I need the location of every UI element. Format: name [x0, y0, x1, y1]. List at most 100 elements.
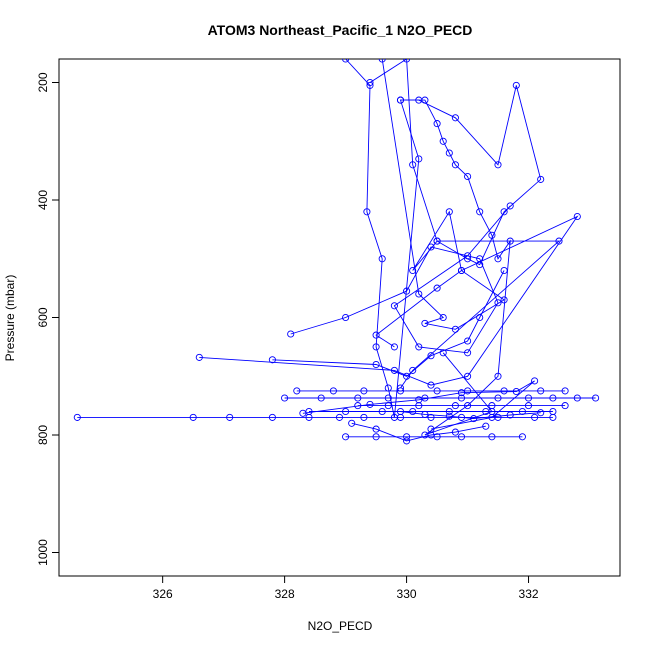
data-point	[561, 402, 569, 410]
data-point	[531, 377, 539, 385]
data-point	[445, 412, 453, 420]
data-point	[427, 425, 435, 433]
data-point	[73, 413, 81, 421]
data-point	[494, 255, 502, 263]
data-point	[488, 402, 496, 410]
data-point	[549, 407, 557, 416]
y-axis-label: Pressure (mbar)	[3, 275, 17, 362]
data-point	[348, 419, 356, 427]
data-point	[518, 407, 526, 416]
data-point	[403, 287, 411, 295]
data-point	[464, 252, 472, 260]
data-point	[451, 428, 459, 436]
data-point	[451, 402, 459, 410]
data-point	[427, 352, 435, 360]
data-point	[378, 407, 386, 416]
x-tick-label: 328	[275, 587, 295, 601]
data-point	[506, 202, 514, 210]
data-point	[409, 161, 417, 169]
data-point	[592, 394, 600, 402]
data-point	[494, 372, 502, 380]
data-point	[464, 172, 472, 181]
data-point	[494, 394, 502, 402]
data-point	[488, 413, 496, 421]
data-point	[524, 402, 533, 410]
data-point	[427, 243, 435, 251]
data-point	[464, 337, 472, 345]
data-point	[427, 413, 435, 421]
data-point	[476, 208, 484, 216]
data-point	[512, 81, 520, 89]
data-point	[342, 59, 350, 63]
data-point	[268, 413, 276, 421]
y-tick-label: 800	[36, 425, 50, 445]
y-tick-label: 600	[36, 307, 50, 327]
data-point	[549, 394, 557, 402]
chart-title: ATOM3 Northeast_Pacific_1 N2O_PECD	[208, 22, 473, 38]
data-point	[500, 208, 508, 216]
data-point	[451, 114, 459, 122]
x-tick-label: 330	[397, 587, 417, 601]
data-point	[573, 212, 581, 221]
data-point	[451, 161, 459, 169]
data-point	[500, 266, 508, 275]
data-point	[360, 387, 368, 395]
data-point	[390, 302, 398, 310]
series-line-4	[272, 270, 505, 377]
data-point	[427, 381, 435, 389]
data-point	[433, 284, 441, 292]
data-point	[445, 149, 453, 157]
series-line-13	[400, 411, 541, 420]
data-point	[403, 437, 411, 445]
data-point	[476, 255, 484, 263]
data-point	[415, 343, 423, 351]
data-point	[287, 330, 295, 338]
data-point	[518, 433, 526, 441]
data-point	[451, 325, 459, 333]
data-point	[421, 319, 429, 327]
data-point	[531, 413, 539, 421]
data-point	[372, 425, 380, 433]
data-point	[342, 407, 350, 416]
series-line-12	[351, 422, 486, 442]
data-point	[299, 409, 307, 417]
data-point	[494, 161, 502, 169]
data-point	[378, 59, 386, 63]
data-point	[415, 96, 423, 104]
series-line-2	[199, 210, 579, 389]
data-point	[500, 387, 508, 395]
data-point	[439, 313, 447, 322]
data-point	[415, 290, 423, 298]
data-point	[403, 433, 411, 441]
data-point	[281, 394, 289, 402]
data-point	[457, 389, 466, 397]
data-point	[366, 78, 374, 87]
data-point	[512, 387, 520, 396]
data-point	[433, 237, 441, 245]
data-point	[409, 266, 417, 275]
data-point	[226, 413, 234, 421]
y-tick-label: 200	[36, 72, 50, 92]
data-point	[445, 208, 453, 216]
data-point	[354, 394, 362, 402]
x-tick-label: 326	[153, 587, 173, 601]
data-point	[415, 396, 423, 404]
data-point	[482, 407, 490, 416]
data-point	[378, 255, 386, 263]
data-point	[482, 422, 490, 430]
data-point	[537, 175, 545, 183]
data-point	[506, 411, 514, 419]
data-point	[415, 155, 423, 163]
data-point	[537, 387, 545, 395]
data-point	[329, 387, 337, 395]
data-point	[372, 360, 380, 369]
data-point	[421, 410, 429, 418]
data-point	[433, 387, 441, 395]
data-point	[268, 356, 276, 364]
series-layer	[73, 59, 600, 445]
data-point	[403, 372, 411, 380]
data-point	[457, 433, 466, 441]
data-point	[457, 266, 466, 275]
data-point	[189, 413, 197, 421]
data-point	[195, 353, 203, 361]
